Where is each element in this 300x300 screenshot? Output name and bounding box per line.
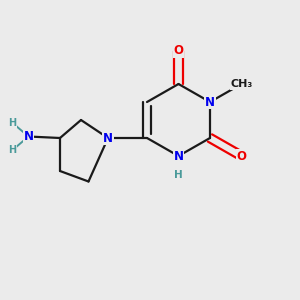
Text: O: O <box>173 44 184 58</box>
Text: CH₃: CH₃ <box>230 79 253 89</box>
Text: H: H <box>8 118 17 128</box>
Text: N: N <box>23 130 34 143</box>
Text: H: H <box>8 145 17 155</box>
Text: N: N <box>173 149 184 163</box>
Text: N: N <box>103 131 113 145</box>
Text: N: N <box>205 95 215 109</box>
Text: H: H <box>174 169 183 180</box>
Text: O: O <box>236 149 247 163</box>
